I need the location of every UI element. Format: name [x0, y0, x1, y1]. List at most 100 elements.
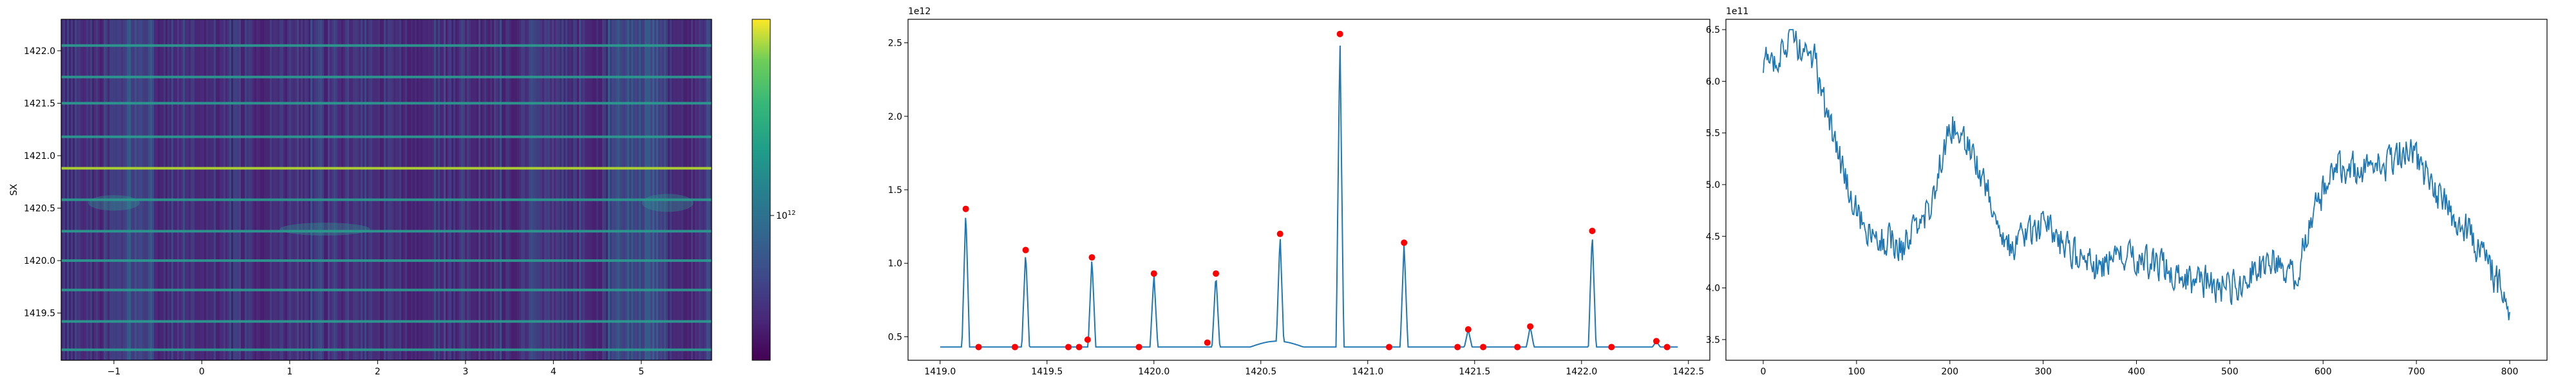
- heatmap-column: [649, 19, 650, 360]
- heatmap-column: [314, 19, 316, 360]
- heatmap-column: [370, 19, 372, 360]
- heatmap-column: [330, 19, 332, 360]
- heatmap-column: [647, 19, 649, 360]
- heatmap-column: [260, 19, 262, 360]
- heatmap-column: [484, 19, 486, 360]
- heatmap-column: [142, 19, 144, 360]
- heatmap-column: [677, 19, 679, 360]
- heatmap-column: [67, 19, 69, 360]
- y-tick-label: 4.0: [1706, 284, 1720, 294]
- heatmap-column: [604, 19, 606, 360]
- peak-marker: [1075, 344, 1083, 351]
- heatmap-column: [643, 19, 645, 360]
- heatmap-column: [504, 19, 506, 360]
- peak-marker: [1663, 344, 1671, 351]
- heatmap-column: [521, 19, 523, 360]
- heatmap-column: [654, 19, 656, 360]
- heatmap-column: [231, 19, 233, 360]
- heatmap-column: [382, 19, 384, 360]
- heatmap-column: [100, 19, 102, 360]
- heatmap-column: [115, 19, 117, 360]
- heatmap-column: [438, 19, 440, 360]
- x-tick-label: 0: [199, 367, 205, 377]
- heatmap-column: [241, 19, 243, 360]
- heatmap-column: [357, 19, 359, 360]
- y-tick-label: 6.5: [1706, 25, 1720, 35]
- heatmap-column: [417, 19, 419, 360]
- heatmap-column: [556, 19, 558, 360]
- y-tick-label: 1421.5: [24, 98, 55, 109]
- heatmap-column: [106, 19, 108, 360]
- heatmap-column: [486, 19, 488, 360]
- heatmap-column: [492, 19, 494, 360]
- heatmap-column: [341, 19, 343, 360]
- peak-marker: [1401, 239, 1408, 246]
- timeseries-exponent-label: 1e11: [1726, 6, 1748, 17]
- heatmap-column: [82, 19, 84, 360]
- heatmap-column: [339, 19, 341, 360]
- peak-marker: [1527, 323, 1534, 330]
- heatmap-column: [187, 19, 189, 360]
- heatmap-column: [500, 19, 502, 360]
- peak-marker: [1022, 246, 1029, 253]
- heatmap-column: [679, 19, 681, 360]
- heatmap-column: [463, 19, 465, 360]
- heatmap-column: [264, 19, 266, 360]
- heatmap-column: [270, 19, 272, 360]
- heatmap-column: [397, 19, 399, 360]
- y-tick-label: 1420.0: [24, 256, 55, 266]
- y-tick-label: 1.5: [888, 185, 902, 196]
- heatmap-column: [670, 19, 672, 360]
- heatmap-column: [243, 19, 245, 360]
- heatmap-column: [254, 19, 256, 360]
- heatmap-column: [208, 19, 210, 360]
- heatmap-column: [183, 19, 185, 360]
- heatmap-column: [587, 19, 589, 360]
- heatmap-column: [158, 19, 160, 360]
- heatmap-column: [430, 19, 432, 360]
- heatmap-column: [477, 19, 478, 360]
- heatmap-column: [442, 19, 444, 360]
- heatmap-column: [542, 19, 544, 360]
- heatmap-column: [206, 19, 208, 360]
- heatmap-column: [289, 19, 291, 360]
- heatmap-bright-row: [61, 230, 712, 233]
- heatmap-column: [662, 19, 664, 360]
- heatmap-column: [390, 19, 392, 360]
- x-tick-label: 500: [2221, 367, 2239, 377]
- heatmap-column: [355, 19, 357, 360]
- x-tick-label: 800: [2501, 367, 2519, 377]
- heatmap-column: [591, 19, 592, 360]
- heatmap-column: [639, 19, 641, 360]
- heatmap-column: [469, 19, 471, 360]
- heatmap-column: [538, 19, 540, 360]
- heatmap-column: [577, 19, 579, 360]
- heatmap-column: [598, 19, 600, 360]
- heatmap-column: [202, 19, 204, 360]
- y-tick-label: 1421.0: [24, 151, 55, 161]
- heatmap-column: [345, 19, 347, 360]
- heatmap-column: [198, 19, 200, 360]
- heatmap-column: [621, 19, 623, 360]
- heatmap-chart: −1 0 1 2 3 4 5 1419.51420.01420.51421.01421.51…: [9, 19, 796, 377]
- heatmap-column: [316, 19, 318, 360]
- heatmap-column: [482, 19, 484, 360]
- peak-marker: [1012, 344, 1018, 351]
- heatmap-column: [496, 19, 498, 360]
- x-tick-label: 1420.5: [1245, 367, 1276, 377]
- heatmap-column: [216, 19, 218, 360]
- heatmap-column: [399, 19, 401, 360]
- heatmap-column: [664, 19, 666, 360]
- heatmap-column: [117, 19, 119, 360]
- heatmap-column: [196, 19, 198, 360]
- heatmap-column: [123, 19, 125, 360]
- heatmap-column: [602, 19, 604, 360]
- heatmap-frame: [61, 19, 712, 361]
- heatmap-column: [160, 19, 162, 360]
- heatmap-column: [415, 19, 417, 360]
- heatmap-column: [409, 19, 411, 360]
- heatmap-column: [589, 19, 591, 360]
- heatmap-column: [336, 19, 337, 360]
- peak-marker: [1480, 344, 1487, 351]
- heatmap-column: [552, 19, 554, 360]
